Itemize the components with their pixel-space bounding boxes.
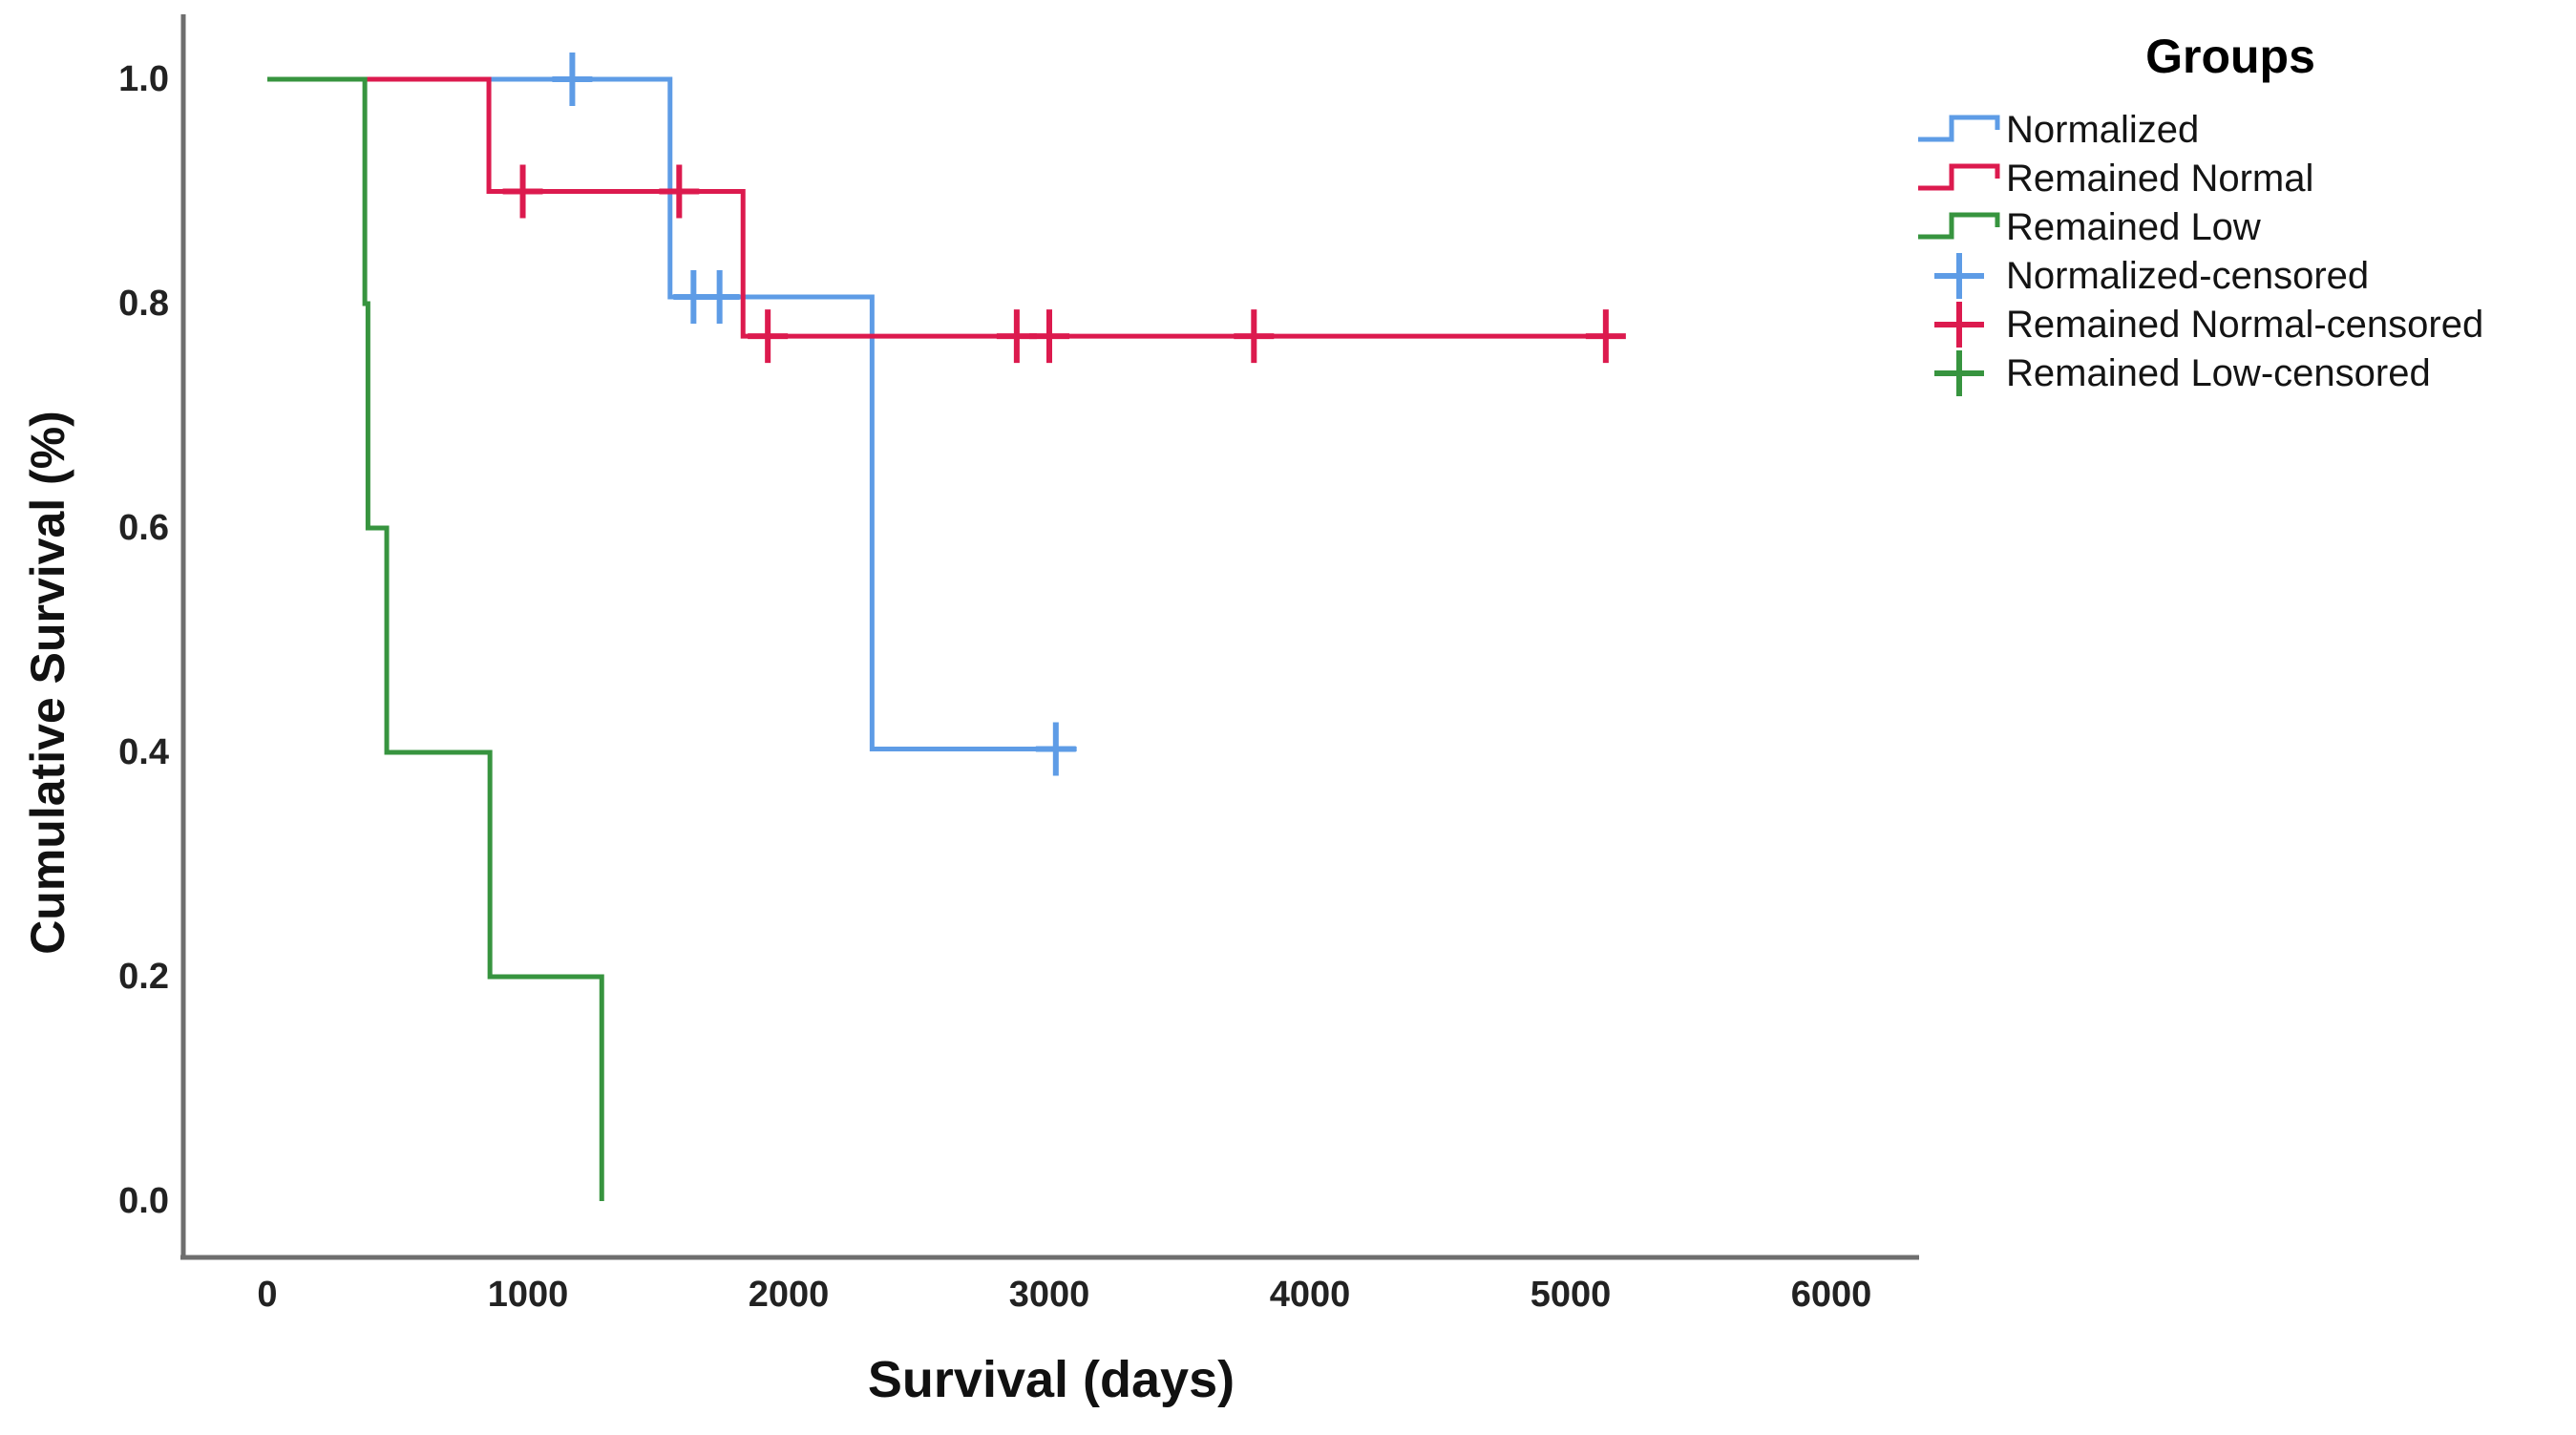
legend-item-normalized-censored: Normalized-censored (1915, 251, 2369, 301)
legend-item-normalized: Normalized (1915, 105, 2199, 155)
legend-item-label: Normalized-censored (2006, 255, 2370, 297)
x-tick-label: 2000 (748, 1275, 830, 1315)
x-tick-label: 4000 (1269, 1275, 1351, 1315)
legend-item-remained-low-censored: Remained Low-censored (1915, 348, 2431, 398)
y-axis-title: Cumulative Survival (%) (21, 411, 74, 955)
y-tick-label: 1.0 (118, 59, 169, 99)
legend-item-label: Remained Normal-censored (2006, 304, 2484, 346)
censor-mark (1234, 309, 1275, 364)
step-line-icon (1918, 163, 2000, 191)
x-axis-title: Survival (days) (867, 1351, 1235, 1408)
plus-censor-icon (1934, 350, 1984, 396)
legend-item-remained-normal: Remained Normal (1915, 154, 2313, 203)
legend-item-remained-low: Remained Low (1915, 202, 2261, 252)
survival-curve (267, 76, 1077, 751)
legend-item-label: Normalized (2006, 109, 2200, 151)
y-tick-label: 0.4 (118, 732, 169, 772)
y-tick-label: 0.0 (118, 1181, 169, 1221)
censor-mark (1585, 309, 1626, 364)
y-tick-label: 0.6 (118, 508, 169, 548)
legend-item-remained-normal-censored: Remained Normal-censored (1915, 300, 2483, 349)
censor-mark (502, 164, 543, 219)
y-tick-label: 0.2 (118, 957, 169, 997)
survival-curve (267, 76, 1626, 339)
x-tick-label: 5000 (1530, 1275, 1612, 1315)
series-normalized (267, 53, 1077, 776)
censor-mark (1029, 309, 1069, 364)
legend-item-label: Remained Low (2006, 206, 2261, 248)
x-tick-label: 3000 (1008, 1275, 1090, 1315)
series-layer (267, 53, 1626, 1201)
legend-title: Groups (2145, 30, 2315, 83)
censor-mark (699, 269, 740, 324)
x-tick-label: 1000 (487, 1275, 569, 1315)
x-tick-label: 0 (257, 1275, 278, 1315)
y-tick-label: 0.8 (118, 284, 169, 324)
plus-censor-icon (1934, 302, 1984, 348)
survival-curve (267, 76, 604, 1201)
censor-mark (1035, 722, 1076, 776)
legend: Groups Normalized Remained Normal Remain… (1915, 29, 2565, 396)
step-line-icon (1918, 212, 2000, 240)
censor-mark (748, 309, 789, 364)
censor-mark (552, 53, 593, 106)
legend-item-label: Remained Low-censored (2006, 352, 2431, 394)
series-remained-low (267, 76, 604, 1201)
censor-mark (659, 164, 700, 219)
x-tick-label: 6000 (1790, 1275, 1872, 1315)
step-line-icon (1918, 115, 2000, 142)
plus-censor-icon (1934, 253, 1984, 299)
legend-item-label: Remained Normal (2006, 158, 2314, 200)
series-remained-normal (267, 76, 1626, 364)
